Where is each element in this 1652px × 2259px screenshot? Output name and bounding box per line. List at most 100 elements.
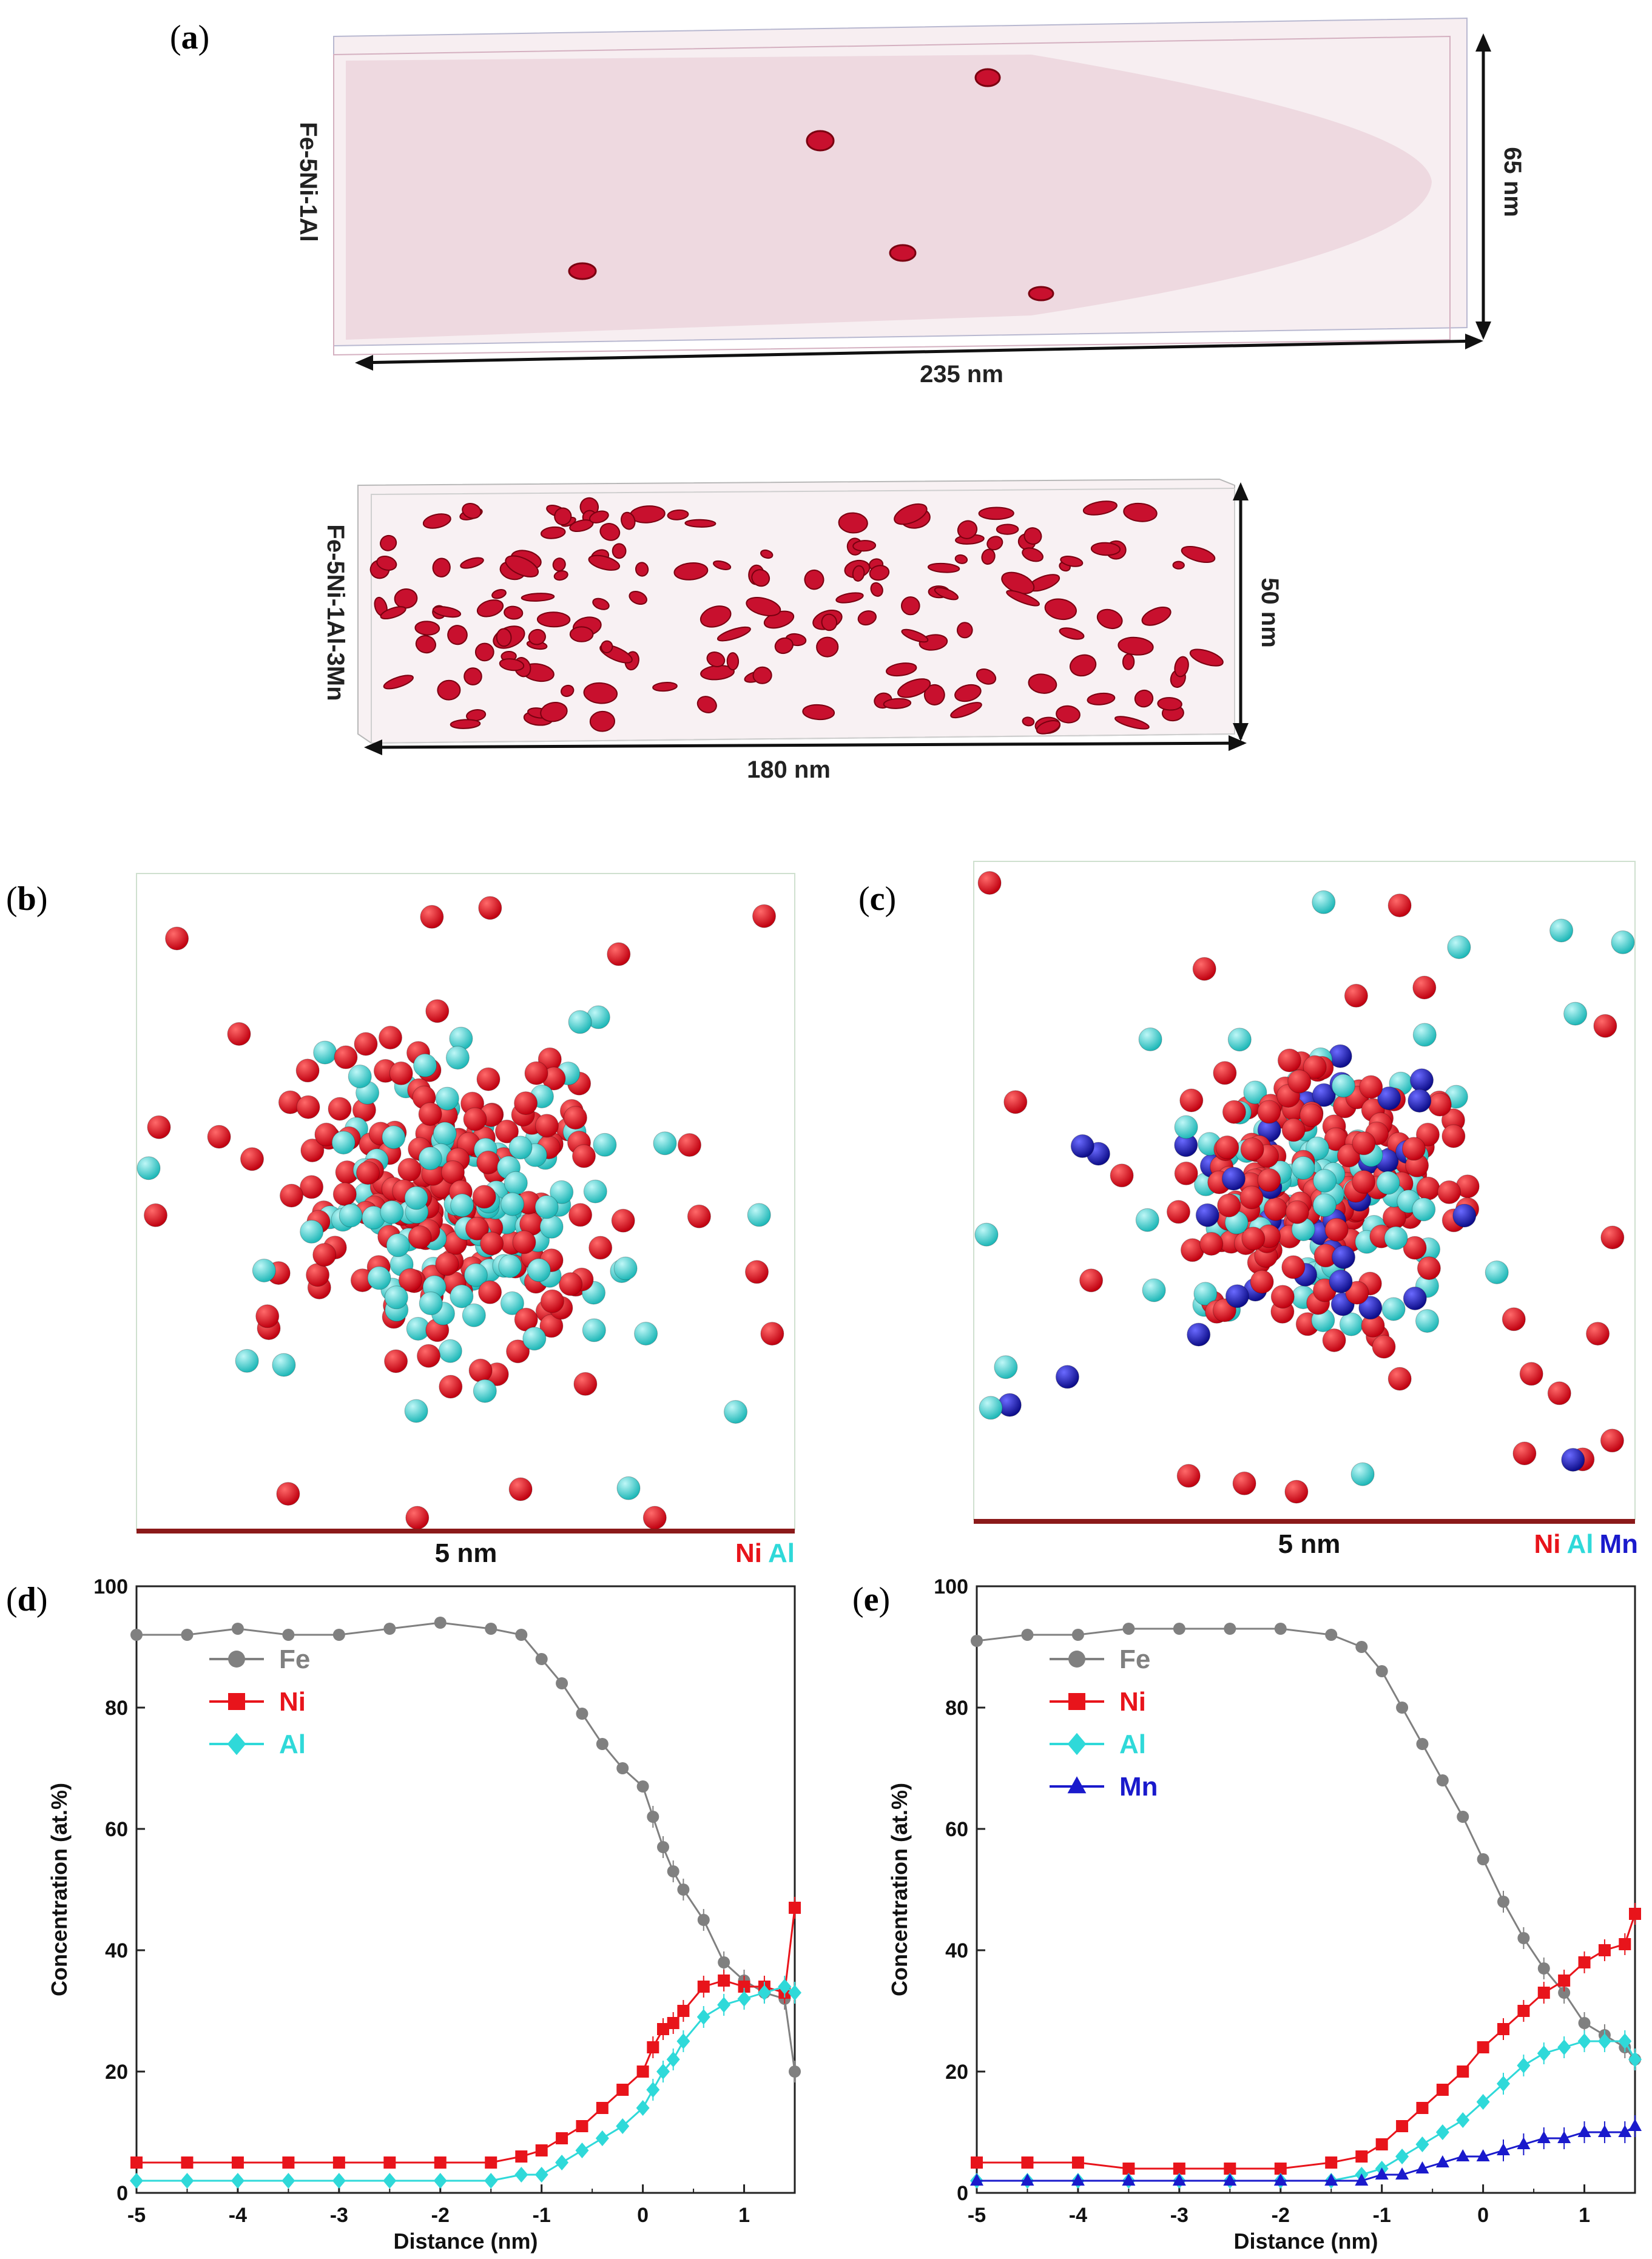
mn-point (1415, 2161, 1429, 2173)
ni-atom (506, 1339, 530, 1364)
ni-atom (1284, 1480, 1309, 1504)
ni-atom (1352, 1170, 1376, 1194)
ni-atom (1352, 1131, 1376, 1156)
fe-point (1578, 2017, 1591, 2029)
x-tick-label: -4 (229, 2204, 247, 2227)
precipitate (752, 666, 772, 684)
panel-b-label: (b) (6, 880, 47, 918)
ni-atom (384, 1349, 408, 1373)
y-tick-label: 20 (945, 2061, 968, 2084)
precipitate (1134, 689, 1154, 708)
mn-point (1122, 2173, 1136, 2186)
al-atom (1376, 1171, 1400, 1195)
ni-atom (476, 1150, 501, 1174)
mn-atom (1408, 1089, 1432, 1113)
fe-point (231, 1623, 244, 1635)
al-atom (583, 1179, 607, 1204)
al-point (555, 2155, 569, 2170)
fe-point (1477, 1853, 1489, 1865)
arrowhead-1d (1475, 322, 1491, 340)
ni-atom (306, 1263, 330, 1287)
precipitate (804, 569, 824, 590)
mn-point (1375, 2167, 1389, 2180)
ni-atom (588, 1236, 613, 1260)
precipitate (652, 682, 678, 692)
ni-atom (1441, 1124, 1466, 1148)
panel-e-label: (e) (852, 1581, 890, 1618)
mn-atom (1195, 1203, 1219, 1227)
ni-point (535, 2144, 548, 2156)
ni-atom (398, 1268, 422, 1292)
ni-atom (147, 1115, 171, 1139)
ni-point (971, 2156, 983, 2169)
ni-atom (1222, 1100, 1246, 1124)
al-atom (418, 1146, 442, 1171)
ni-atom (1264, 1197, 1287, 1221)
mn-atom (1225, 1284, 1249, 1308)
precipitate (561, 684, 575, 697)
ni-atom (280, 1183, 303, 1208)
precipitate (835, 592, 864, 604)
precipitate (802, 704, 835, 721)
precipitate (869, 565, 890, 581)
ni-point (1558, 1975, 1571, 1987)
precipitate (589, 510, 609, 524)
fe-point (1071, 1629, 1084, 1641)
ni-point (1436, 2084, 1449, 2096)
fe-point (596, 1738, 609, 1750)
ni-point (1224, 2163, 1236, 2175)
fe-point (1274, 1623, 1287, 1635)
fe-point (636, 1780, 649, 1793)
precipitate (1189, 648, 1224, 667)
ni-atom (1213, 1061, 1237, 1085)
ni-atom (539, 1314, 564, 1338)
precipitate (536, 611, 571, 628)
al-atom (1412, 1023, 1437, 1047)
ni-point (576, 2120, 588, 2132)
ni-atom (379, 1026, 402, 1049)
ni-atom (563, 1106, 587, 1130)
al-atom (1227, 1028, 1252, 1052)
ni-atom (514, 1091, 538, 1116)
legend-label-mn: Mn (1119, 1772, 1158, 1802)
al-point (1435, 2124, 1449, 2140)
x-tick-label: -4 (1069, 2204, 1087, 2227)
al-point (696, 2009, 710, 2025)
ni-atom (300, 1139, 325, 1162)
ni-atom (512, 1230, 536, 1254)
ni-atom (408, 1225, 432, 1250)
fe-point (485, 1623, 497, 1635)
y-axis-label: Concentration (at.%) (887, 1783, 912, 1996)
al-point (1537, 2045, 1551, 2061)
precipitate (746, 597, 781, 616)
precipitate (927, 562, 960, 573)
precipitate (816, 636, 839, 658)
precipitate (1060, 556, 1084, 567)
precipitate (1118, 636, 1154, 656)
fe-point (1375, 1665, 1388, 1677)
ni-atom (1344, 983, 1368, 1008)
precipitate (1123, 502, 1158, 522)
precipitate (600, 640, 613, 653)
x-tick-label: -2 (431, 2204, 450, 2227)
ni-point (1068, 1693, 1085, 1710)
al-point (282, 2173, 295, 2189)
y-tick-label: 80 (105, 1697, 128, 1720)
ni-atom (611, 1208, 635, 1233)
ni-atom (678, 1133, 701, 1157)
al-atom (450, 1193, 474, 1217)
apt-reconstruction-2: Fe-5Ni-1Al-3Mn 180 nm 50 nm (322, 478, 1283, 783)
x-tick-label: 0 (637, 2204, 649, 2227)
al-atom (252, 1259, 276, 1282)
al-atom (413, 1053, 437, 1077)
precipitate (491, 589, 507, 599)
precipitate (554, 507, 572, 526)
ni-point (181, 2156, 194, 2169)
width-arrow-1 (357, 339, 1481, 365)
ni-point (1619, 1938, 1631, 1950)
ni-atom (420, 904, 444, 929)
arrowhead-2a (364, 739, 382, 755)
ni-atom (495, 1119, 519, 1143)
al-atom (534, 1195, 559, 1219)
apt-box-1-inner (333, 35, 1451, 356)
